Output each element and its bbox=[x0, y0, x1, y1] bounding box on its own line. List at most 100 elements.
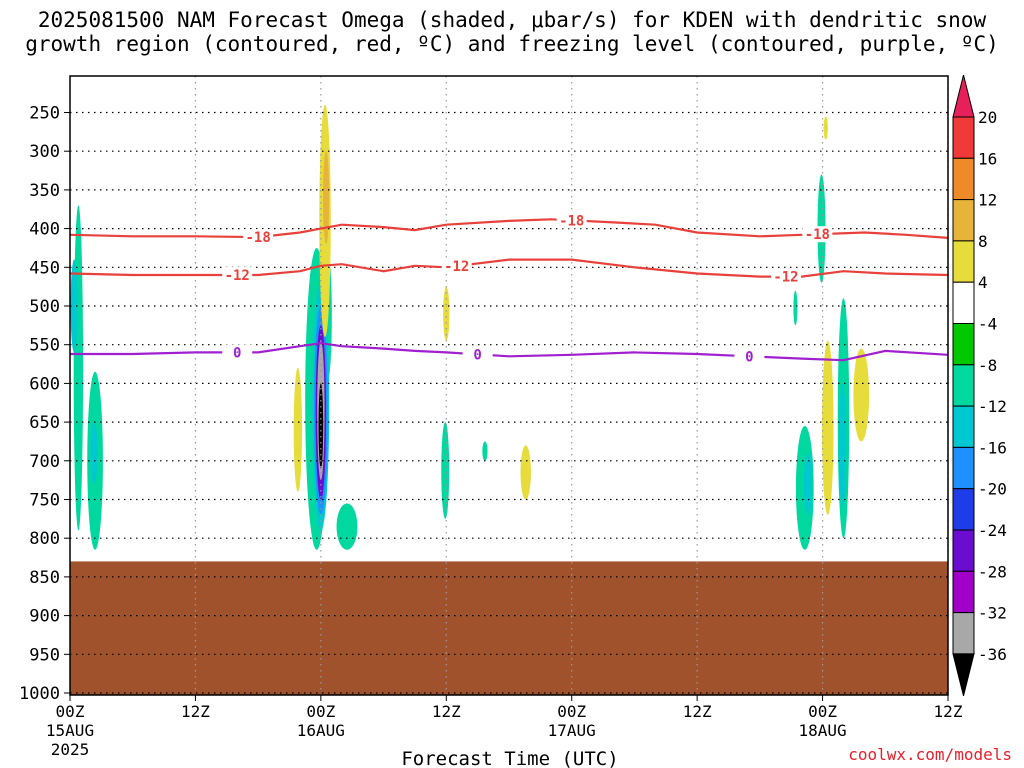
contour-label: 0 bbox=[233, 345, 241, 361]
colorbar-tick-label: -28 bbox=[978, 562, 1007, 581]
omega-blob-24 bbox=[822, 340, 834, 515]
omega-blob-12 bbox=[336, 503, 358, 550]
omega-blob-14 bbox=[322, 151, 330, 245]
colorbar-bin-2 bbox=[952, 199, 975, 242]
colorbar-bin-4 bbox=[952, 281, 975, 325]
contour-label: -12 bbox=[773, 270, 798, 286]
contour-label-bg bbox=[222, 344, 253, 361]
x-tick-date: 17AUG bbox=[548, 721, 596, 740]
colorbar-tick-label: -36 bbox=[978, 645, 1007, 664]
contour-label-bg bbox=[734, 348, 765, 365]
colorbar-bin-8 bbox=[952, 446, 975, 490]
colorbar-bin-1 bbox=[952, 157, 975, 201]
x-tick-label: 00Z bbox=[56, 702, 85, 721]
y-tick-label: 750 bbox=[29, 491, 60, 511]
colorbar-bin-6 bbox=[952, 364, 975, 407]
contour-label-bg bbox=[556, 212, 587, 229]
colorbar-tick-label: -8 bbox=[978, 356, 997, 375]
x-tick-label: 00Z bbox=[557, 702, 586, 721]
omega-blob-17 bbox=[482, 441, 488, 461]
omega-blob-11 bbox=[318, 383, 324, 469]
colorbar-tick-label: 4 bbox=[978, 273, 988, 292]
colorbar-tick-label: 16 bbox=[978, 149, 997, 168]
chart-title-line-2: growth region (contoured, red, ºC) and f… bbox=[25, 32, 999, 56]
contour-label: -18 bbox=[559, 213, 584, 229]
contour-label-bg bbox=[441, 258, 472, 275]
plot-frame bbox=[69, 75, 949, 696]
omega-blob-18 bbox=[520, 445, 531, 500]
y-tick-label: 550 bbox=[29, 336, 60, 356]
credit-link[interactable]: coolwx.com/models bbox=[848, 745, 1012, 764]
colorbar-top-arrow bbox=[952, 74, 975, 118]
omega-blob-0 bbox=[73, 205, 84, 531]
colorbar-tick-label: 8 bbox=[978, 232, 988, 251]
x-tick-label: 12Z bbox=[432, 702, 461, 721]
x-tick-label: 12Z bbox=[934, 702, 963, 721]
y-tick-label: 1000 bbox=[19, 684, 60, 704]
colorbar-tick-label: -12 bbox=[978, 397, 1007, 416]
omega-blob-21 bbox=[803, 453, 813, 515]
contour-line-2 bbox=[70, 342, 949, 362]
y-tick-label: 300 bbox=[29, 142, 60, 162]
x-tick-date: 16AUG bbox=[297, 721, 345, 740]
x-tick-label: 12Z bbox=[683, 702, 712, 721]
y-tick-label: 500 bbox=[29, 297, 60, 317]
y-tick-label: 800 bbox=[29, 529, 60, 549]
omega-blob-2 bbox=[70, 259, 78, 353]
y-tick-label: 850 bbox=[29, 568, 60, 588]
x-tick-year: 2025 bbox=[51, 740, 90, 759]
contour-line-1 bbox=[69, 258, 949, 278]
colorbar-bin-10 bbox=[952, 529, 975, 572]
omega-blob-19 bbox=[793, 290, 798, 326]
y-tick-label: 600 bbox=[29, 374, 60, 394]
y-tick-label: 400 bbox=[29, 220, 60, 240]
x-tick-date: 18AUG bbox=[798, 721, 846, 740]
x-tick-label: 00Z bbox=[808, 702, 837, 721]
contour-label-bg bbox=[770, 268, 801, 285]
y-tick-label: 250 bbox=[29, 104, 60, 124]
colorbar-bin-3 bbox=[952, 240, 975, 283]
y-tick-label: 700 bbox=[29, 452, 60, 472]
y-tick-label: 950 bbox=[29, 645, 60, 665]
x-tick-label: 12Z bbox=[181, 702, 210, 721]
x-tick-label: 00Z bbox=[306, 702, 335, 721]
y-tick-label: 450 bbox=[29, 258, 60, 278]
x-tick-date: 15AUG bbox=[46, 721, 94, 740]
colorbar-bin-7 bbox=[952, 405, 975, 448]
omega-blob-4 bbox=[293, 367, 303, 492]
contour-label-bg bbox=[462, 346, 493, 363]
colorbar-tick-label: -4 bbox=[978, 315, 997, 334]
y-tick-label: 350 bbox=[29, 181, 60, 201]
contour-label: 0 bbox=[745, 349, 753, 365]
contour-label-bg bbox=[243, 229, 274, 246]
omega-blob-3 bbox=[90, 422, 98, 485]
colorbar-tick-label: 20 bbox=[978, 108, 997, 127]
contour-label: 0 bbox=[473, 347, 481, 363]
x-axis-label: Forecast Time (UTC) bbox=[401, 748, 618, 768]
colorbar-bin-5 bbox=[952, 323, 975, 366]
colorbar-bin-0 bbox=[952, 116, 975, 159]
colorbar-bin-11 bbox=[952, 570, 975, 614]
colorbar-tick-label: 12 bbox=[978, 191, 997, 210]
contour-label: -18 bbox=[805, 227, 830, 243]
contour-label-bg bbox=[222, 267, 253, 284]
contour-label: -18 bbox=[245, 230, 270, 246]
colorbar-tick-label: -24 bbox=[978, 521, 1007, 540]
colorbar-bin-12 bbox=[952, 612, 975, 655]
y-tick-label: 650 bbox=[29, 413, 60, 433]
omega-blob-27 bbox=[853, 348, 870, 442]
contour-label: -12 bbox=[225, 268, 250, 284]
terrain-fill bbox=[70, 561, 948, 695]
colorbar-tick-label: -32 bbox=[978, 604, 1007, 623]
contour-label-bg bbox=[802, 226, 833, 243]
omega-blob-26 bbox=[838, 383, 847, 508]
omega-blob-16 bbox=[441, 422, 450, 519]
colorbar-bin-9 bbox=[952, 488, 975, 531]
omega-blob-15 bbox=[443, 286, 450, 341]
colorbar-tick-label: -16 bbox=[978, 438, 1007, 457]
chart-title-line-1: 2025081500 NAM Forecast Omega (shaded, μ… bbox=[37, 8, 987, 32]
contour-label: -12 bbox=[444, 259, 469, 275]
omega-blob-23 bbox=[823, 116, 828, 140]
colorbar-tick-label: -20 bbox=[978, 480, 1007, 499]
